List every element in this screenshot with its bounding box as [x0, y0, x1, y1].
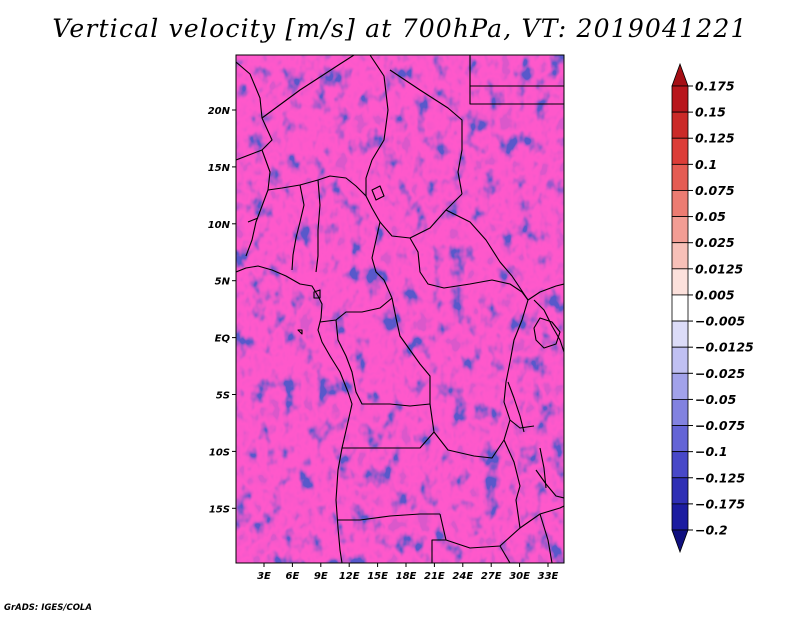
colorbar-label: −0.05 — [695, 392, 737, 407]
colorbar-swatch — [671, 62, 689, 87]
colorbar-label: 0.15 — [695, 105, 726, 120]
colorbar-label: 0.0125 — [695, 261, 744, 276]
lat-tick-label: 10N — [208, 220, 231, 231]
coastline-west-africa — [236, 265, 353, 563]
island-sao-tome — [297, 329, 303, 335]
lat-tick-label: 10S — [209, 447, 230, 458]
map-title: Vertical velocity [m/s] at 700hPa, VT: 2… — [52, 14, 748, 43]
colorbar-swatch — [671, 503, 689, 531]
lake-malawi — [539, 447, 547, 489]
border-line — [319, 297, 393, 323]
border-line — [533, 299, 564, 353]
colorbar-swatch — [671, 399, 689, 426]
colorbar-swatch — [671, 111, 689, 139]
colorbar-label: 0.175 — [695, 79, 735, 94]
lon-tick-label: 12E — [339, 571, 360, 582]
border-line — [499, 545, 511, 563]
colorbar-swatch — [671, 477, 689, 505]
lon-tick-label: 24E — [452, 571, 473, 582]
border-line — [335, 319, 431, 407]
border-line — [445, 209, 529, 301]
colorbar-label: 0.1 — [695, 157, 717, 172]
colorbar-swatch — [671, 216, 689, 244]
lat-tick-label: EQ — [215, 334, 231, 345]
border-line — [409, 237, 529, 301]
lat-tick-label: 5N — [215, 277, 231, 288]
colorbar-label: −0.005 — [695, 314, 745, 329]
colorbar-swatch — [671, 163, 689, 191]
colorbar-swatch — [671, 346, 689, 374]
lon-tick-label: 21E — [424, 571, 445, 582]
lat-tick-label: 5S — [216, 391, 230, 402]
lon-tick-label: 3E — [257, 571, 271, 582]
colorbar-label: −0.0125 — [695, 340, 754, 355]
lon-tick-label: 27E — [481, 571, 502, 582]
lat-tick-label: 15N — [208, 163, 231, 174]
border-line — [535, 469, 564, 499]
colorbar-label: −0.025 — [695, 366, 745, 381]
border-line — [342, 431, 435, 449]
colorbar-label: 0.125 — [695, 131, 735, 146]
lat-tick-label: 20N — [208, 106, 231, 117]
colorbar-swatch — [671, 320, 689, 348]
border-line — [431, 539, 446, 563]
colorbar-label: 0.005 — [695, 287, 735, 302]
colorbar-legend: 0.175 0.15 0.125 0.1 0.075 0.05 0.025 0.0125 0.0… — [671, 62, 754, 554]
lat-tick-label: 15S — [209, 504, 230, 515]
lake-chad — [371, 185, 385, 201]
colorbar-label: −0.125 — [695, 470, 745, 485]
grads-credit: GrADS: IGES/COLA — [4, 603, 92, 613]
border-line — [439, 505, 564, 549]
lake-tanganyika — [507, 381, 525, 433]
island-bioko — [313, 289, 321, 299]
border-line — [315, 179, 321, 273]
colorbar-swatch — [671, 137, 689, 165]
map-frame — [235, 54, 565, 564]
lake-victoria — [533, 317, 561, 349]
latitude-axis: 20N 15N 10N 5N EQ 5S 10S 15S — [208, 106, 236, 515]
colorbar-label: −0.2 — [695, 523, 728, 538]
border-line — [245, 149, 271, 257]
border-line — [503, 439, 521, 529]
colorbar-swatch — [671, 85, 689, 113]
country-borders — [236, 55, 564, 563]
longitude-axis: 3E 6E 9E 12E 15E 18E 21E 24E 27E 30E 33E — [257, 563, 559, 582]
border-line — [247, 217, 259, 223]
colorbar-swatch — [671, 451, 689, 479]
border-line — [527, 283, 564, 301]
lon-tick-label: 18E — [396, 571, 417, 582]
border-line — [389, 69, 463, 195]
colorbar-swatch — [671, 425, 689, 453]
border-line — [338, 513, 440, 521]
colorbar-swatch — [671, 190, 689, 217]
colorbar-label: −0.175 — [695, 496, 745, 511]
lon-tick-label: 30E — [509, 571, 530, 582]
colorbar-label: −0.075 — [695, 418, 745, 433]
colorbar-swatch — [671, 242, 689, 270]
colorbar-swatch — [671, 372, 689, 400]
border-line — [365, 55, 389, 196]
colorbar-label: −0.1 — [695, 444, 728, 459]
lon-tick-label: 15E — [367, 571, 388, 582]
colorbar-label: 0.075 — [695, 183, 735, 198]
lon-tick-label: 9E — [314, 571, 328, 582]
border-line — [371, 221, 393, 299]
lon-tick-label: 33E — [538, 571, 559, 582]
border-line — [469, 55, 564, 105]
colorbar-swatch — [671, 268, 689, 296]
colorbar-label: 0.025 — [695, 235, 735, 250]
lon-tick-label: 6E — [286, 571, 300, 582]
border-line — [503, 299, 535, 429]
colorbar-swatch — [671, 529, 689, 554]
border-line — [261, 55, 355, 119]
border-line — [291, 184, 305, 271]
velocity-field — [236, 55, 564, 563]
border-line — [391, 297, 431, 404]
border-line — [539, 513, 553, 563]
colorbar-label: 0.05 — [695, 209, 726, 224]
colorbar-swatch — [671, 294, 689, 322]
